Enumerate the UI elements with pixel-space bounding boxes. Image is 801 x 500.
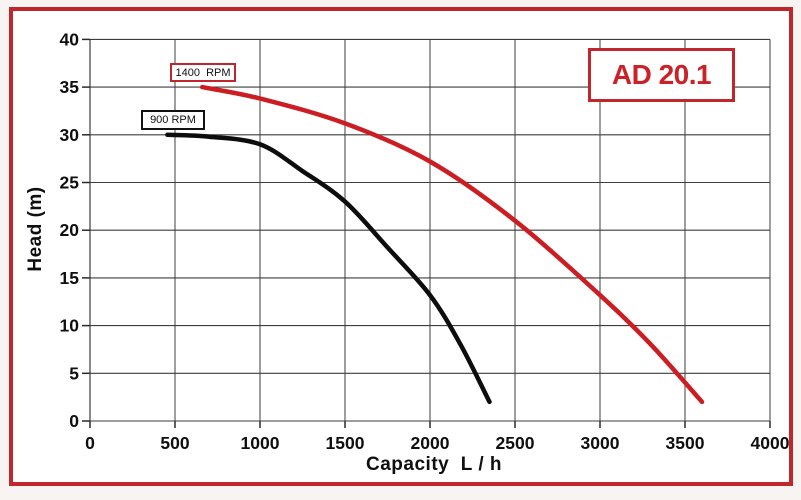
y-tick-label: 40 bbox=[60, 29, 80, 49]
series-label-1400-rpm: 1400 RPM bbox=[170, 63, 236, 82]
curve-900-rpm bbox=[165, 132, 492, 405]
y-tick-label: 5 bbox=[69, 363, 79, 383]
x-tick-label: 2000 bbox=[411, 433, 450, 453]
y-tick-label: 0 bbox=[69, 411, 79, 431]
y-tick-label: 30 bbox=[60, 125, 80, 145]
x-tick-label: 3000 bbox=[581, 433, 620, 453]
series-label-900-rpm: 900 RPM bbox=[141, 110, 205, 130]
y-axis-title: Head (m) bbox=[25, 186, 46, 272]
x-tick-label: 1000 bbox=[241, 433, 280, 453]
x-tick-label: 0 bbox=[85, 433, 95, 453]
x-tick-label: 1500 bbox=[326, 433, 365, 453]
y-tick-label: 20 bbox=[60, 220, 80, 240]
y-tick-label: 25 bbox=[60, 173, 80, 193]
y-tick-label: 35 bbox=[60, 77, 80, 97]
x-axis-title: Capacity L / h bbox=[366, 454, 502, 475]
x-tick-label: 4000 bbox=[751, 433, 790, 453]
x-tick-label: 3500 bbox=[666, 433, 705, 453]
curve-1400-rpm bbox=[199, 84, 705, 405]
x-tick-label: 500 bbox=[160, 433, 189, 453]
model-badge: AD 20.1 bbox=[588, 48, 735, 102]
x-tick-label: 2500 bbox=[496, 433, 535, 453]
y-tick-label: 10 bbox=[60, 316, 80, 336]
y-tick-label: 15 bbox=[60, 268, 80, 288]
